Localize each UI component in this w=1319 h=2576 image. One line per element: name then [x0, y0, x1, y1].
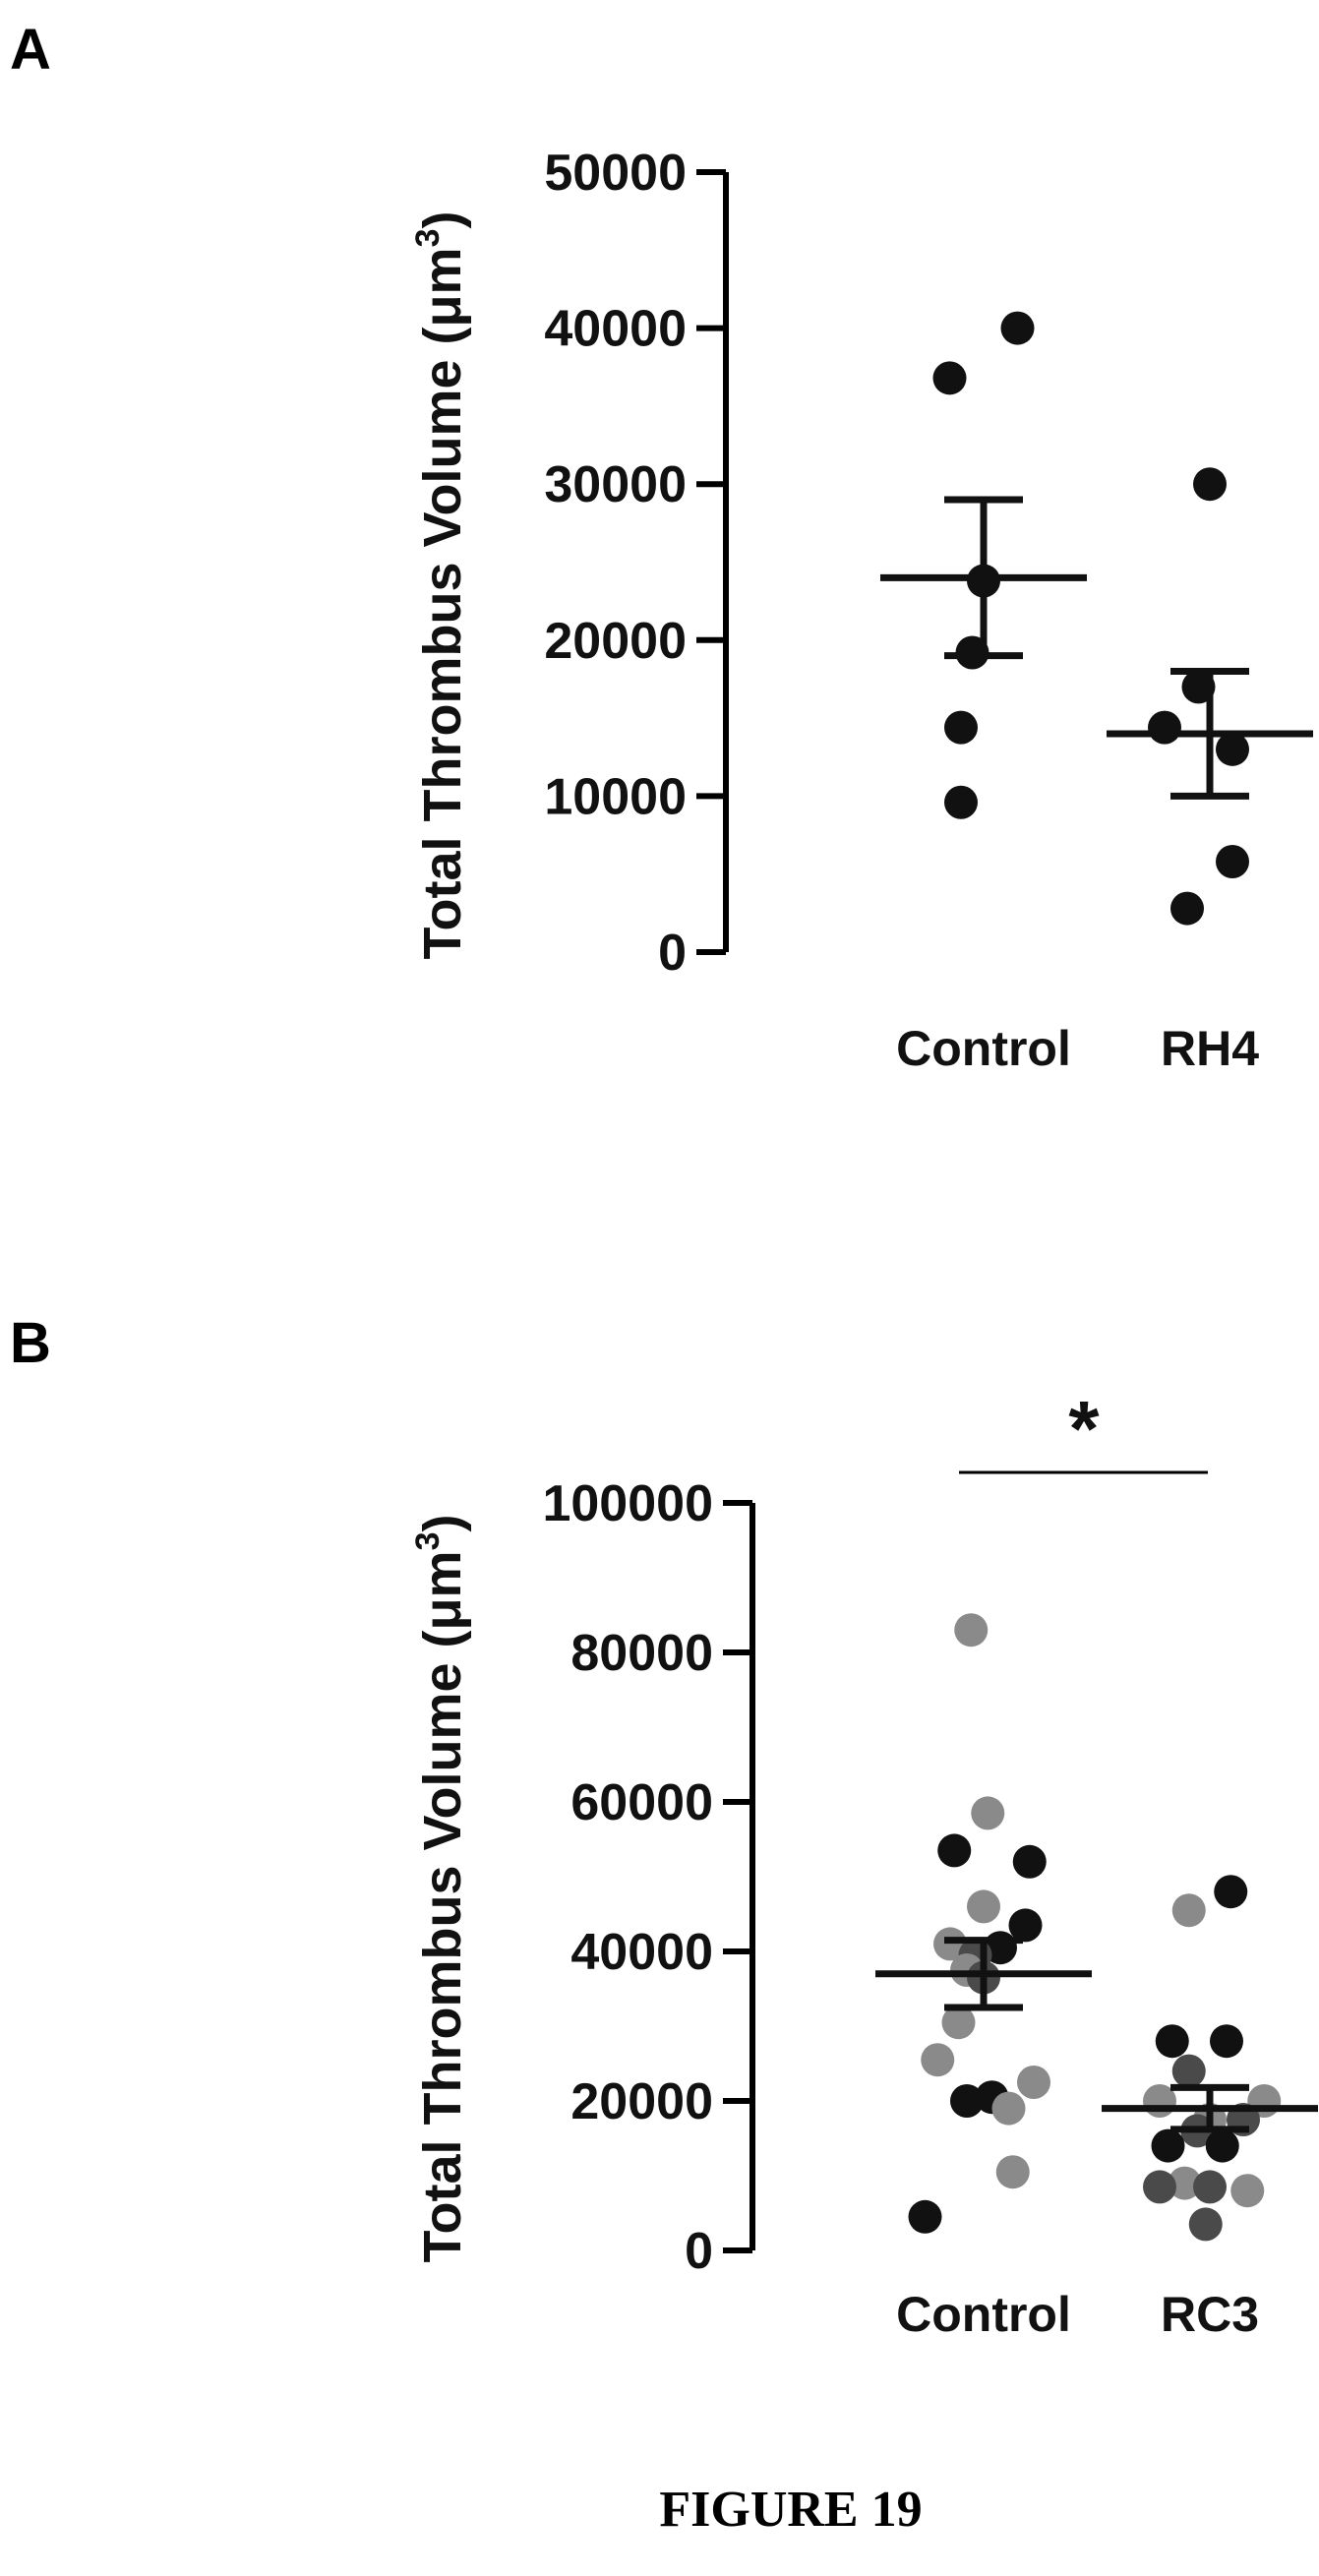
panel-b-ticks: 0 20000 40000 60000 80000 100000 [542, 1475, 752, 2280]
panel-b-tick-label: 20000 [570, 2073, 713, 2130]
panel-b-data-point [1171, 1893, 1206, 1928]
panel-b-data-point [1214, 1875, 1248, 1909]
panel-b-data-point [1151, 2128, 1185, 2163]
panel-a-tick-label: 40000 [544, 301, 687, 358]
panel-b-data-point [1168, 2166, 1202, 2200]
panel-a-mean-sem [880, 496, 1313, 800]
panel-b-data-point [991, 2091, 1026, 2126]
panel-b-data-point [933, 1927, 967, 1961]
panel-b-y-axis-title: Total Thrombus Volume (μm3) [409, 1515, 472, 2263]
panel-a-data-point [944, 710, 978, 745]
panel-a-ticks: 0 10000 20000 30000 40000 50000 [544, 145, 726, 982]
panel-a-label: A [10, 18, 51, 82]
panel-b-label: B [10, 1311, 51, 1375]
panel-a-tick-label: 10000 [544, 768, 687, 825]
panel-b-points [908, 1613, 1282, 2242]
panel-b-tick-label: 100000 [542, 1475, 713, 1532]
panel-a: A Total Thrombus Volume (μm3) 0 10000 2000… [10, 18, 1313, 1076]
panel-b-data-point [1188, 2207, 1223, 2242]
significance-marker: * [1068, 1385, 1100, 1472]
panel-a-data-point [1170, 891, 1204, 926]
panel-b-tick-label: 40000 [570, 1924, 713, 1981]
panel-b-data-point [1155, 2024, 1189, 2059]
panel-b-data-point [1171, 2054, 1206, 2088]
panel-a-tick-label: 50000 [544, 145, 687, 202]
panel-b-data-point [1193, 2170, 1227, 2204]
panel-a-tick-label: 30000 [544, 456, 687, 513]
panel-b-data-point [1012, 1844, 1047, 1879]
panel-b-data-point [1143, 2170, 1176, 2204]
panel-a-data-point [944, 785, 978, 819]
panel-b-data-point [950, 2084, 984, 2118]
panel-b: B Total Thrombus Volume (μm3) 0 20000 4000… [10, 1311, 1318, 2342]
panel-a-data-point [1216, 845, 1249, 879]
figure-caption: FIGURE 19 [659, 2482, 922, 2538]
panel-a-category-label: Control [896, 1021, 1071, 1076]
panel-a-category-label: RH4 [1161, 1021, 1259, 1076]
panel-b-data-point [971, 1796, 1005, 1830]
panel-b-data-point [1008, 1908, 1043, 1943]
panel-b-data-point [1230, 2174, 1265, 2208]
panel-b-data-point [995, 2155, 1030, 2189]
panel-b-category-label: RC3 [1161, 2287, 1259, 2342]
panel-b-category-labels: Control RC3 [896, 2287, 1259, 2342]
panel-a-data-point [1148, 710, 1181, 745]
panel-b-tick-label: 0 [685, 2223, 713, 2280]
panel-b-data-point [967, 1889, 1000, 1924]
panel-a-data-point [932, 361, 967, 395]
panel-b-data-point [1017, 2066, 1050, 2099]
panel-a-y-axis-title: Total Thrombus Volume (μm3) [409, 211, 472, 960]
panel-b-tick-label: 80000 [570, 1625, 713, 1682]
panel-b-data-point [941, 2006, 976, 2040]
panel-b-tick-label: 60000 [570, 1774, 713, 1831]
panel-a-category-labels: Control RH4 [896, 1021, 1259, 1076]
panel-b-data-point [921, 2043, 955, 2077]
panel-b-data-point [954, 1613, 989, 1647]
panel-b-mean-sem [875, 1937, 1318, 2133]
panel-b-category-label: Control [896, 2287, 1071, 2342]
panel-a-tick-label: 0 [658, 925, 687, 982]
panel-a-tick-label: 20000 [544, 613, 687, 670]
panel-b-data-point [908, 2199, 942, 2234]
panel-a-data-point [1193, 467, 1227, 502]
panel-b-data-point [937, 1833, 972, 1868]
panel-a-data-point [1000, 311, 1035, 345]
panel-b-data-point [1205, 2128, 1239, 2163]
panel-a-data-point [1216, 732, 1249, 766]
panel-b-data-point [1210, 2024, 1243, 2059]
